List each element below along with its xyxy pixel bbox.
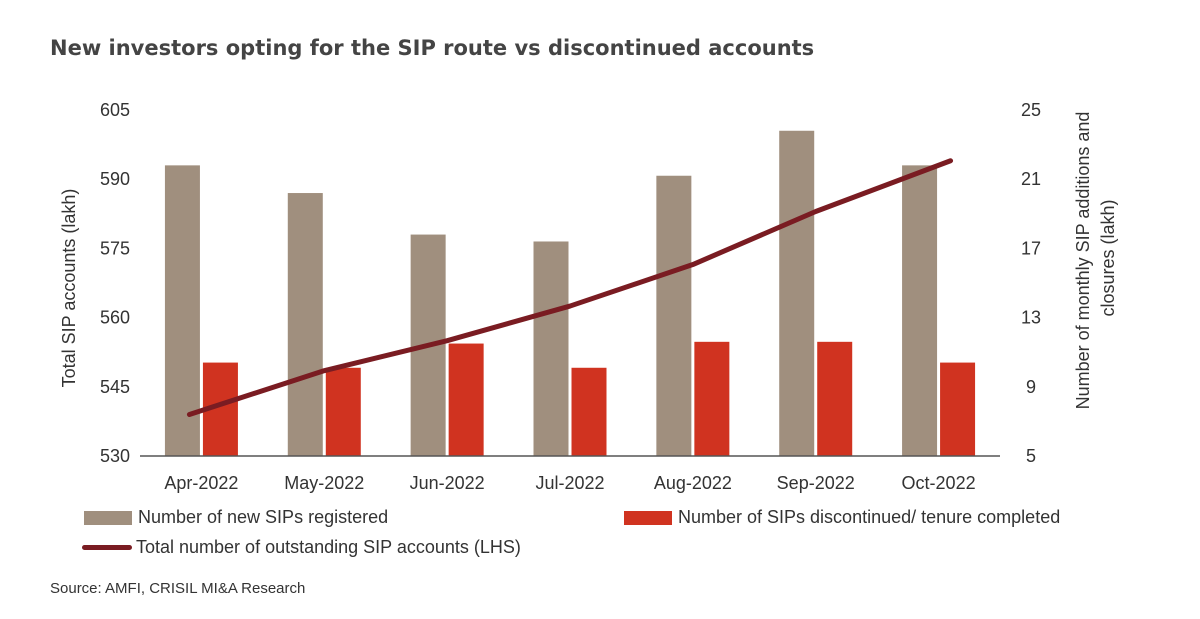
bar-new-sips-aug-2022 (656, 175, 692, 457)
legend-label-outstanding: Total number of outstanding SIP accounts… (136, 537, 521, 557)
x-tick-label-apr-2022: Apr-2022 (164, 473, 238, 493)
right-axis-title-line-2: closures (lakh) (1098, 199, 1118, 316)
right-tick-label-21: 21 (1021, 169, 1041, 189)
left-tick-label-575: 575 (100, 238, 130, 258)
x-tick-label-sep-2022: Sep-2022 (777, 473, 855, 493)
x-tick-label-oct-2022: Oct-2022 (902, 473, 976, 493)
x-tick-label-jul-2022: Jul-2022 (535, 473, 604, 493)
bar-discontinued-sep-2022 (817, 341, 853, 456)
bar-new-sips-may-2022 (287, 193, 323, 457)
bar-discontinued-jul-2022 (571, 367, 607, 456)
right-tick-label-13: 13 (1021, 308, 1041, 328)
bar-discontinued-aug-2022 (694, 341, 730, 456)
bar-discontinued-oct-2022 (940, 362, 976, 456)
bar-new-sips-oct-2022 (902, 165, 938, 457)
bar-new-sips-sep-2022 (779, 130, 815, 456)
right-axis-title-line-1: Number of monthly SIP additions and (1073, 112, 1093, 410)
line-layer (186, 158, 954, 417)
chart-title: New investors opting for the SIP route v… (50, 36, 815, 60)
x-tick-label-may-2022: May-2022 (284, 473, 364, 493)
bar-discontinued-jun-2022 (448, 343, 484, 456)
left-tick-label-530: 530 (100, 446, 130, 466)
left-axis-ticks: 605 590 575 560 545 530 (100, 100, 130, 466)
right-axis-title: Number of monthly SIP additions and clos… (1073, 107, 1118, 410)
left-axis-title: Total SIP accounts (lakh) (59, 189, 79, 388)
legend-item-discontinued: Number of SIPs discontinued/ tenure comp… (624, 507, 1060, 528)
x-tick-label-jun-2022: Jun-2022 (410, 473, 485, 493)
legend-label-new-sips: Number of new SIPs registered (138, 507, 389, 527)
right-tick-label-25: 25 (1021, 100, 1041, 120)
bar-new-sips-jul-2022 (533, 241, 569, 456)
x-tick-label-aug-2022: Aug-2022 (654, 473, 732, 493)
line-outstanding-sip-accounts (186, 158, 954, 417)
legend-item-outstanding: Total number of outstanding SIP accounts… (82, 537, 521, 558)
right-tick-label-17: 17 (1021, 238, 1041, 258)
right-tick-label-9: 9 (1026, 377, 1036, 397)
bar-new-sips-apr-2022 (164, 165, 200, 457)
legend-swatch-new-sips (84, 510, 132, 525)
right-axis-ticks: 25 21 17 13 9 5 (1021, 100, 1041, 466)
right-tick-label-5: 5 (1026, 446, 1036, 466)
bar-discontinued-may-2022 (325, 367, 361, 456)
x-axis-ticks: Apr-2022 May-2022 Jun-2022 Jul-2022 Aug-2022… (164, 473, 975, 493)
legend-swatch-discontinued (624, 510, 672, 525)
left-tick-label-560: 560 (100, 308, 130, 328)
left-tick-label-545: 545 (100, 377, 130, 397)
bars-group (164, 130, 976, 457)
legend-swatch-outstanding (82, 545, 132, 550)
source-note: Source: AMFI, CRISIL MI&A Research (50, 580, 306, 597)
legend-label-discontinued: Number of SIPs discontinued/ tenure comp… (678, 507, 1061, 527)
left-tick-label-605: 605 (100, 100, 130, 120)
legend-item-new-sips: Number of new SIPs registered (84, 507, 388, 528)
left-tick-label-590: 590 (100, 169, 130, 189)
